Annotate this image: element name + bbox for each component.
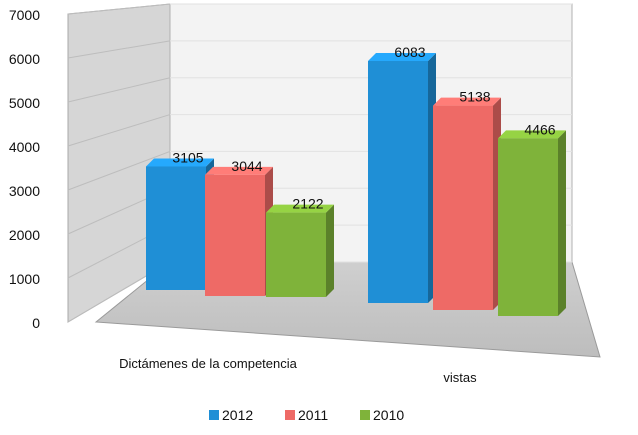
gridline-left-3000 [67,150,171,191]
bar-front [146,166,206,290]
y-tick-label: 7000 [9,7,40,23]
y-tick-label: 3000 [9,183,40,199]
bar-2011-1 [433,97,501,310]
legend-label: 2010 [373,407,404,423]
bar-2012-0 [146,158,214,290]
bar-front [433,105,493,310]
bar-top [368,53,436,61]
legend-item-2010: 2010 [360,407,404,423]
bar-front [266,212,326,297]
data-label-2011-0: 3044 [231,158,262,174]
gridline-left-7000 [67,3,171,15]
legend-label: 2011 [298,407,328,423]
data-label-2012-1: 6083 [394,44,425,60]
bar-side [326,204,334,297]
data-labels: 3105 3044 2122 6083 5138 4466 [172,44,555,212]
x-category-label: vistas [443,370,477,385]
legend-swatch [285,410,295,420]
bar-2010-1 [498,130,566,316]
y-tick-label: 5000 [9,95,40,111]
gridline-left-4000 [67,114,171,147]
legend-label: 2012 [222,407,253,423]
gridline-left-6000 [67,40,171,59]
bar-front [205,174,265,296]
data-label-2012-0: 3105 [172,149,203,165]
y-tick-label: 2000 [9,227,40,243]
bar-2012-1 [368,53,436,303]
legend-swatch [360,410,370,420]
bar-2011-0 [205,166,273,296]
bar-2010-0 [266,204,334,297]
bar-top [498,130,566,139]
bar-top [266,204,334,213]
x-category-label: Dictámenes de la competencia [119,356,298,371]
legend-item-2011: 2011 [285,407,328,423]
legend-item-2012: 2012 [209,407,253,423]
y-axis-ticks: 0 1000 2000 3000 4000 5000 6000 7000 [9,7,40,331]
bar-top [205,166,273,175]
bar-front [498,138,558,316]
bars [146,53,566,316]
legend: 2012 2011 2010 [209,407,404,423]
legend-swatch [209,410,219,420]
y-tick-label: 0 [32,315,40,331]
x-axis-labels: Dictámenes de la competencia vistas [119,356,477,385]
bar-side [558,130,566,316]
bar-top [433,97,501,106]
data-label-2010-0: 2122 [292,196,323,212]
y-tick-label: 6000 [9,51,40,67]
y-tick-label: 1000 [9,271,40,287]
gridline-left-5000 [67,77,171,103]
data-label-2011-1: 5138 [459,89,490,105]
bar-top [146,158,214,167]
bar-front [368,61,428,303]
data-label-2010-1: 4466 [524,121,555,137]
y-tick-label: 4000 [9,139,40,155]
